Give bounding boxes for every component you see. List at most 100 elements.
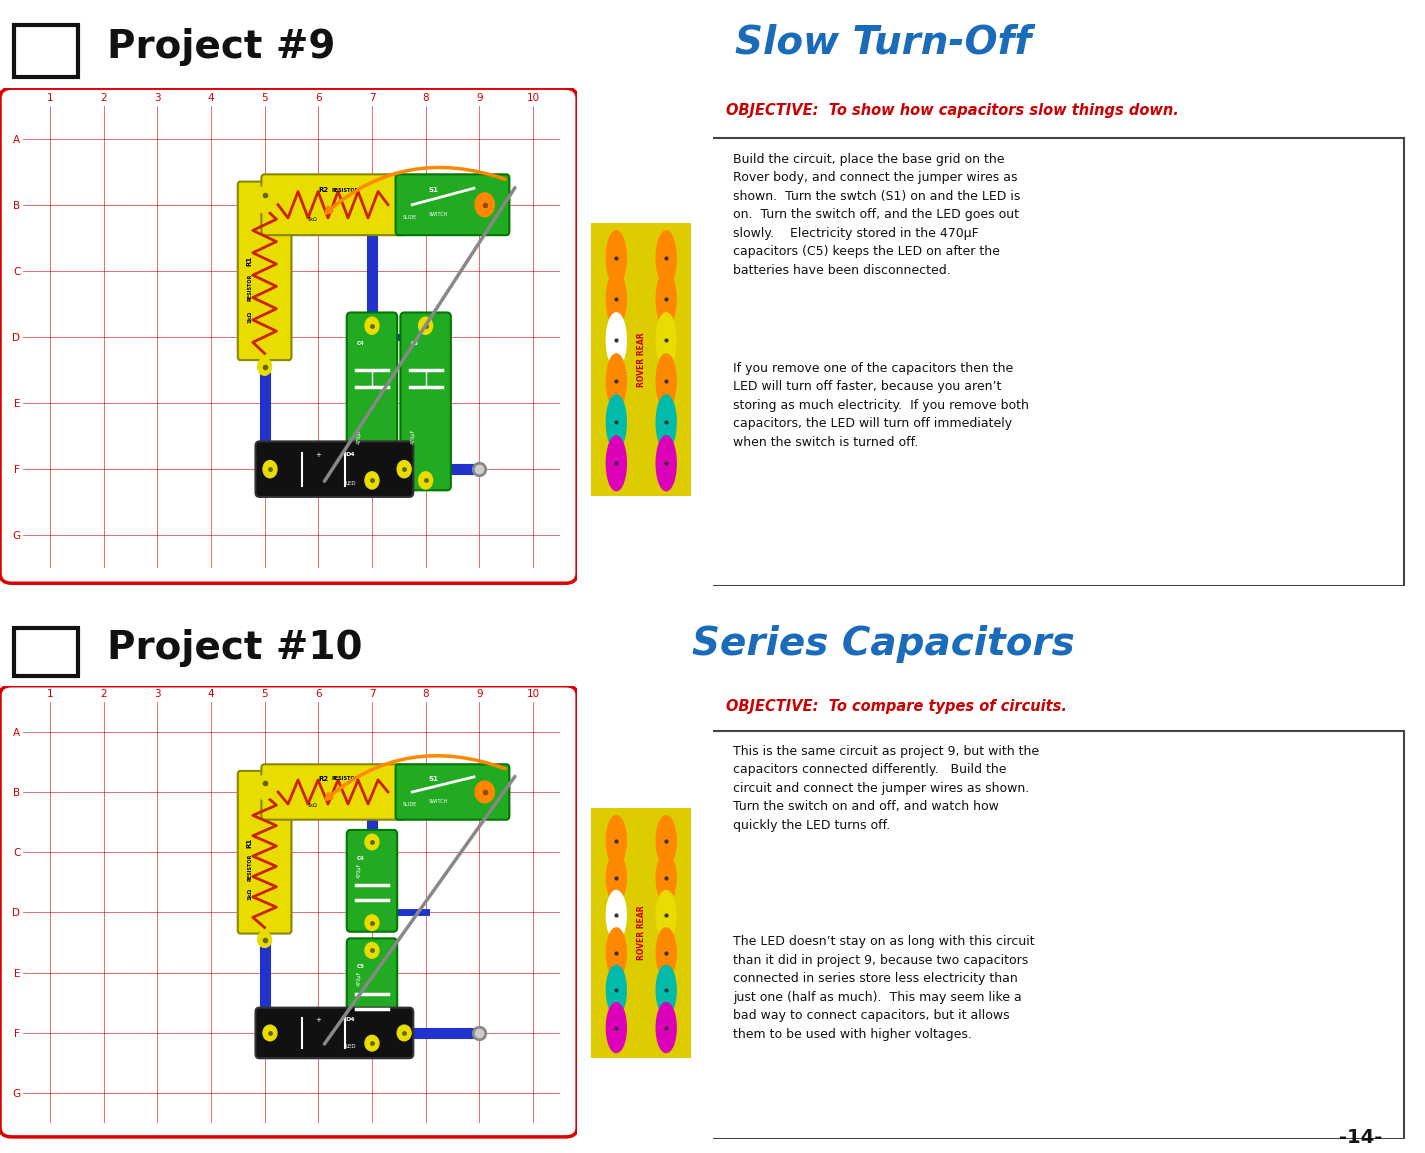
FancyBboxPatch shape bbox=[14, 628, 78, 676]
Text: D4: D4 bbox=[345, 1017, 355, 1023]
FancyBboxPatch shape bbox=[705, 138, 1404, 586]
Circle shape bbox=[365, 834, 379, 850]
Circle shape bbox=[258, 784, 272, 800]
Circle shape bbox=[606, 965, 627, 1015]
Circle shape bbox=[258, 359, 272, 375]
FancyBboxPatch shape bbox=[400, 312, 450, 490]
Text: Slow Turn-Off: Slow Turn-Off bbox=[735, 23, 1032, 61]
Text: OBJECTIVE:  To show how capacitors slow things down.: OBJECTIVE: To show how capacitors slow t… bbox=[727, 103, 1180, 118]
Text: 1kΩ: 1kΩ bbox=[247, 888, 252, 900]
Circle shape bbox=[606, 436, 627, 491]
Circle shape bbox=[656, 890, 677, 941]
Text: SLIDE: SLIDE bbox=[402, 216, 416, 220]
Text: R2: R2 bbox=[319, 776, 329, 782]
Circle shape bbox=[365, 914, 379, 930]
Circle shape bbox=[365, 317, 379, 334]
Circle shape bbox=[656, 1003, 677, 1053]
Text: 470µF: 470µF bbox=[356, 971, 362, 986]
Circle shape bbox=[656, 965, 677, 1015]
FancyBboxPatch shape bbox=[0, 88, 577, 583]
Text: 470µF: 470µF bbox=[356, 862, 362, 877]
Text: C4: C4 bbox=[356, 341, 365, 346]
Circle shape bbox=[656, 312, 677, 368]
Circle shape bbox=[264, 460, 276, 477]
FancyBboxPatch shape bbox=[0, 686, 577, 1137]
Text: S1: S1 bbox=[429, 187, 439, 194]
Text: +: + bbox=[315, 452, 321, 458]
Text: +: + bbox=[315, 1017, 321, 1023]
Text: Build the circuit, place the base grid on the
Rover body, and connect the jumper: Build the circuit, place the base grid o… bbox=[734, 153, 1020, 277]
Circle shape bbox=[606, 312, 627, 368]
Circle shape bbox=[606, 231, 627, 286]
FancyBboxPatch shape bbox=[255, 1008, 413, 1058]
Text: C5: C5 bbox=[410, 341, 419, 346]
Circle shape bbox=[656, 928, 677, 978]
Text: Series Capacitors: Series Capacitors bbox=[693, 625, 1074, 663]
FancyBboxPatch shape bbox=[261, 174, 405, 235]
Text: S1: S1 bbox=[429, 776, 439, 782]
Text: 1kΩ: 1kΩ bbox=[308, 802, 318, 808]
Circle shape bbox=[258, 196, 272, 213]
Text: -14-: -14- bbox=[1340, 1129, 1382, 1147]
Text: OBJECTIVE:  To compare types of circuits.: OBJECTIVE: To compare types of circuits. bbox=[727, 700, 1067, 715]
Text: R1: R1 bbox=[247, 838, 252, 849]
FancyBboxPatch shape bbox=[589, 214, 694, 504]
Text: RESISTOR: RESISTOR bbox=[247, 273, 252, 301]
Circle shape bbox=[656, 436, 677, 491]
Text: LED: LED bbox=[345, 1043, 356, 1049]
Circle shape bbox=[656, 354, 677, 408]
FancyBboxPatch shape bbox=[238, 182, 292, 360]
Text: C4: C4 bbox=[356, 856, 365, 861]
Text: Project #10: Project #10 bbox=[107, 630, 362, 668]
Circle shape bbox=[656, 853, 677, 903]
FancyBboxPatch shape bbox=[261, 764, 405, 820]
Circle shape bbox=[258, 187, 272, 203]
FancyBboxPatch shape bbox=[14, 25, 78, 77]
FancyBboxPatch shape bbox=[255, 442, 413, 497]
Circle shape bbox=[258, 775, 272, 791]
Circle shape bbox=[365, 943, 379, 958]
FancyBboxPatch shape bbox=[705, 731, 1404, 1139]
Text: ROVER REAR: ROVER REAR bbox=[637, 905, 646, 960]
Circle shape bbox=[606, 928, 627, 978]
Circle shape bbox=[398, 460, 412, 477]
Circle shape bbox=[606, 272, 627, 326]
Text: 470µF: 470µF bbox=[356, 429, 362, 444]
Circle shape bbox=[264, 1025, 276, 1041]
Text: SLIDE: SLIDE bbox=[402, 801, 416, 807]
Circle shape bbox=[398, 1025, 412, 1041]
Circle shape bbox=[258, 932, 272, 948]
Circle shape bbox=[419, 472, 433, 489]
Text: 1kΩ: 1kΩ bbox=[308, 217, 318, 221]
Circle shape bbox=[606, 853, 627, 903]
Circle shape bbox=[606, 354, 627, 408]
Text: The LED doesn’t stay on as long with this circuit
than it did in project 9, beca: The LED doesn’t stay on as long with thi… bbox=[734, 935, 1035, 1041]
FancyBboxPatch shape bbox=[238, 771, 292, 934]
Circle shape bbox=[475, 781, 494, 802]
Circle shape bbox=[365, 472, 379, 489]
Text: ROVER REAR: ROVER REAR bbox=[637, 332, 646, 386]
Circle shape bbox=[606, 1003, 627, 1053]
Text: R1: R1 bbox=[247, 256, 252, 266]
Circle shape bbox=[475, 193, 494, 217]
FancyBboxPatch shape bbox=[589, 800, 694, 1065]
Circle shape bbox=[656, 395, 677, 450]
Text: If you remove one of the capacitors then the
LED will turn off faster, because y: If you remove one of the capacitors then… bbox=[734, 362, 1029, 449]
Text: RESISTOR: RESISTOR bbox=[332, 188, 359, 193]
Circle shape bbox=[606, 815, 627, 866]
FancyBboxPatch shape bbox=[346, 312, 398, 490]
Text: SWITCH: SWITCH bbox=[429, 212, 447, 217]
Text: RESISTOR: RESISTOR bbox=[247, 853, 252, 881]
Text: RESISTOR: RESISTOR bbox=[332, 776, 359, 782]
Circle shape bbox=[365, 1035, 379, 1052]
Circle shape bbox=[606, 395, 627, 450]
FancyBboxPatch shape bbox=[396, 174, 509, 235]
Text: 470µF: 470µF bbox=[410, 429, 416, 444]
Circle shape bbox=[656, 272, 677, 326]
Circle shape bbox=[606, 890, 627, 941]
Text: 1kΩ: 1kΩ bbox=[247, 311, 252, 323]
FancyBboxPatch shape bbox=[346, 830, 398, 932]
Circle shape bbox=[656, 815, 677, 866]
Text: Project #9: Project #9 bbox=[107, 29, 335, 66]
Text: LED: LED bbox=[345, 481, 356, 487]
